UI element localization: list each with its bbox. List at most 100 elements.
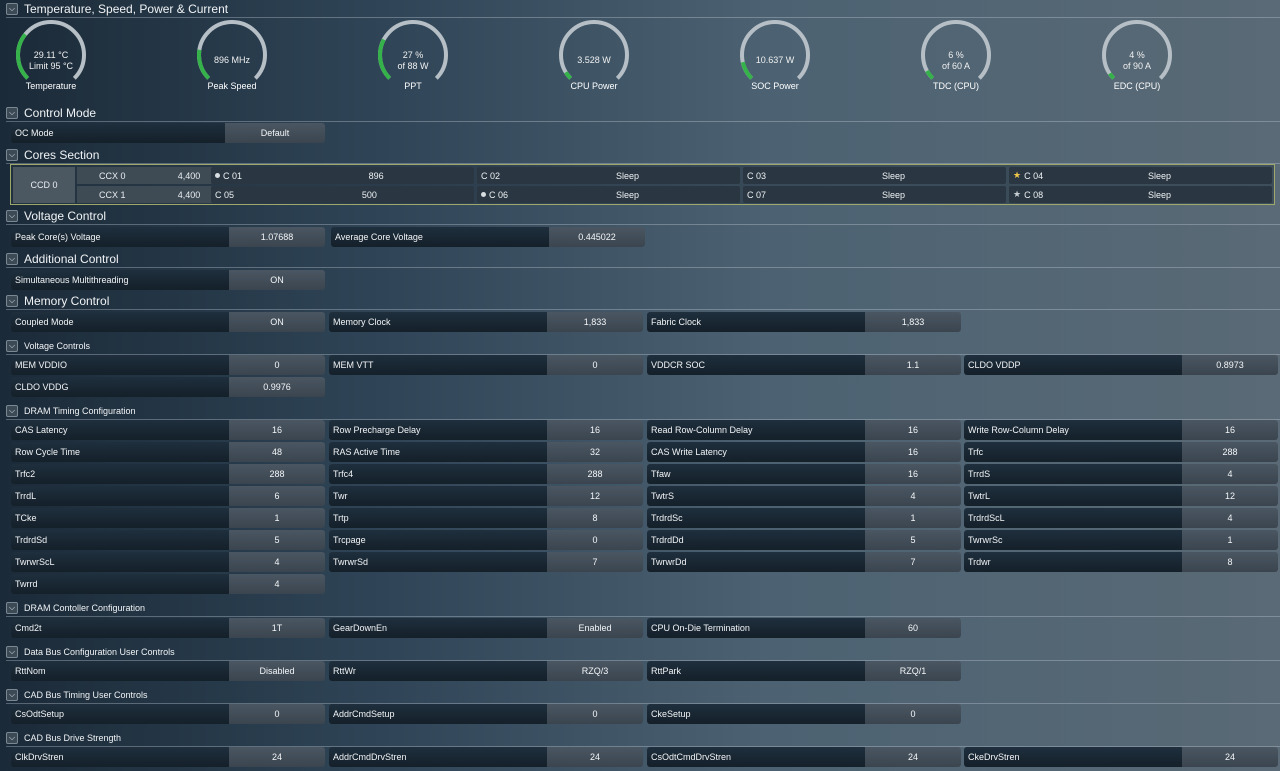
chevron-down-icon[interactable]: ⌵ <box>6 601 18 614</box>
field-value[interactable]: 16 <box>547 420 643 440</box>
field-value[interactable]: 12 <box>1182 486 1278 506</box>
field-value[interactable]: 1,833 <box>547 312 643 332</box>
core-cell[interactable]: ★ C 08 Sleep <box>1009 186 1272 203</box>
field-value[interactable]: RZQ/3 <box>547 661 643 681</box>
mem-vddio-field[interactable]: MEM VDDIO 0 <box>11 355 325 375</box>
setting-field[interactable]: TrrdL 6 <box>11 486 325 506</box>
field-value[interactable]: 5 <box>229 530 325 550</box>
oc-mode-field[interactable]: OC Mode Default <box>11 123 325 143</box>
chevron-down-icon[interactable]: ⌵ <box>6 645 18 658</box>
field-value[interactable]: Enabled <box>547 618 643 638</box>
field-value[interactable]: 4 <box>229 574 325 594</box>
field-value[interactable]: 0.8973 <box>1182 355 1278 375</box>
setting-field[interactable]: Twrrd 4 <box>11 574 325 594</box>
section-temperature[interactable]: ⌵ Temperature, Speed, Power & Current <box>6 0 1280 18</box>
field-value[interactable]: ON <box>229 312 325 332</box>
core-cell[interactable]: C 01 896 <box>211 167 474 184</box>
field-value[interactable]: RZQ/1 <box>865 661 961 681</box>
setting-field[interactable]: RttWr RZQ/3 <box>329 661 643 681</box>
setting-field[interactable]: Trfc2 288 <box>11 464 325 484</box>
field-value[interactable]: 4 <box>865 486 961 506</box>
fabric-clock-field[interactable]: Fabric Clock 1,833 <box>647 312 961 332</box>
chevron-down-icon[interactable]: ⌵ <box>6 731 18 744</box>
field-value[interactable]: 1T <box>229 618 325 638</box>
section-dram-timing[interactable]: ⌵ DRAM Timing Configuration <box>6 402 1280 420</box>
average-core-voltage-field[interactable]: Average Core Voltage 0.445022 <box>331 227 645 247</box>
field-value[interactable]: 16 <box>865 464 961 484</box>
setting-field[interactable]: Tfaw 16 <box>647 464 961 484</box>
coupled-mode-field[interactable]: Coupled Mode ON <box>11 312 325 332</box>
mem-vtt-field[interactable]: MEM VTT 0 <box>329 355 643 375</box>
chevron-down-icon[interactable]: ⌵ <box>6 252 18 265</box>
field-value[interactable]: 0.9976 <box>229 377 325 397</box>
setting-field[interactable]: TrdrdSd 5 <box>11 530 325 550</box>
field-value[interactable]: 8 <box>547 508 643 528</box>
section-memory-control[interactable]: ⌵ Memory Control <box>6 292 1280 310</box>
field-value[interactable]: 288 <box>547 464 643 484</box>
field-value[interactable]: 24 <box>1182 747 1278 767</box>
setting-field[interactable]: CAS Latency 16 <box>11 420 325 440</box>
setting-field[interactable]: Cmd2t 1T <box>11 618 325 638</box>
field-value[interactable]: 4 <box>1182 508 1278 528</box>
section-cad-drive[interactable]: ⌵ CAD Bus Drive Strength <box>6 729 1280 747</box>
field-value[interactable]: 48 <box>229 442 325 462</box>
peak-core-voltage-field[interactable]: Peak Core(s) Voltage 1.07688 <box>11 227 325 247</box>
field-value[interactable]: 12 <box>547 486 643 506</box>
setting-field[interactable]: Trdwr 8 <box>964 552 1278 572</box>
field-value[interactable]: 24 <box>547 747 643 767</box>
setting-field[interactable]: TwrwrScL 4 <box>11 552 325 572</box>
setting-field[interactable]: TrdrdDd 5 <box>647 530 961 550</box>
field-value[interactable]: 4 <box>1182 464 1278 484</box>
field-value[interactable]: 1,833 <box>865 312 961 332</box>
field-value[interactable]: 16 <box>865 442 961 462</box>
setting-field[interactable]: CkeDrvStren 24 <box>964 747 1278 767</box>
setting-field[interactable]: AddrCmdSetup 0 <box>329 704 643 724</box>
setting-field[interactable]: TrrdS 4 <box>964 464 1278 484</box>
section-dram-controller[interactable]: ⌵ DRAM Contoller Configuration <box>6 599 1280 617</box>
setting-field[interactable]: CsOdtSetup 0 <box>11 704 325 724</box>
core-cell[interactable]: C 02 Sleep <box>477 167 740 184</box>
setting-field[interactable]: Trfc 288 <box>964 442 1278 462</box>
field-value[interactable]: 7 <box>865 552 961 572</box>
setting-field[interactable]: Row Cycle Time 48 <box>11 442 325 462</box>
section-cores[interactable]: ⌵ Cores Section <box>6 146 1280 164</box>
setting-field[interactable]: TwrwrDd 7 <box>647 552 961 572</box>
chevron-down-icon[interactable]: ⌵ <box>6 106 18 119</box>
setting-field[interactable]: TwtrS 4 <box>647 486 961 506</box>
section-voltage-controls[interactable]: ⌵ Voltage Controls <box>6 337 1280 355</box>
field-value[interactable]: 1 <box>1182 530 1278 550</box>
field-value[interactable]: 16 <box>865 420 961 440</box>
setting-field[interactable]: TrdrdScL 4 <box>964 508 1278 528</box>
chevron-down-icon[interactable]: ⌵ <box>6 2 18 15</box>
field-value[interactable]: 24 <box>229 747 325 767</box>
setting-field[interactable]: Row Precharge Delay 16 <box>329 420 643 440</box>
field-value[interactable]: 0 <box>547 530 643 550</box>
section-control-mode[interactable]: ⌵ Control Mode <box>6 104 1280 122</box>
field-value[interactable]: 60 <box>865 618 961 638</box>
setting-field[interactable]: RAS Active Time 32 <box>329 442 643 462</box>
cldo-vddg-field[interactable]: CLDO VDDG 0.9976 <box>11 377 325 397</box>
chevron-down-icon[interactable]: ⌵ <box>6 688 18 701</box>
field-value[interactable]: 0 <box>865 704 961 724</box>
field-value[interactable]: ON <box>229 270 325 290</box>
setting-field[interactable]: TwrwrSd 7 <box>329 552 643 572</box>
field-value[interactable]: 1 <box>865 508 961 528</box>
field-value[interactable]: 0 <box>547 355 643 375</box>
field-value[interactable]: 5 <box>865 530 961 550</box>
setting-field[interactable]: CAS Write Latency 16 <box>647 442 961 462</box>
setting-field[interactable]: CkeSetup 0 <box>647 704 961 724</box>
chevron-down-icon[interactable]: ⌵ <box>6 148 18 161</box>
setting-field[interactable]: TrdrdSc 1 <box>647 508 961 528</box>
field-value[interactable]: 288 <box>229 464 325 484</box>
setting-field[interactable]: CsOdtCmdDrvStren 24 <box>647 747 961 767</box>
core-cell[interactable]: C 07 Sleep <box>743 186 1006 203</box>
section-data-bus[interactable]: ⌵ Data Bus Configuration User Controls <box>6 643 1280 661</box>
setting-field[interactable]: RttPark RZQ/1 <box>647 661 961 681</box>
setting-field[interactable]: CPU On-Die Termination 60 <box>647 618 961 638</box>
field-value[interactable]: 0.445022 <box>549 227 645 247</box>
smt-field[interactable]: Simultaneous Multithreading ON <box>11 270 325 290</box>
setting-field[interactable]: TwrwrSc 1 <box>964 530 1278 550</box>
core-cell[interactable]: C 06 Sleep <box>477 186 740 203</box>
chevron-down-icon[interactable]: ⌵ <box>6 209 18 222</box>
field-value[interactable]: Default <box>225 123 325 143</box>
